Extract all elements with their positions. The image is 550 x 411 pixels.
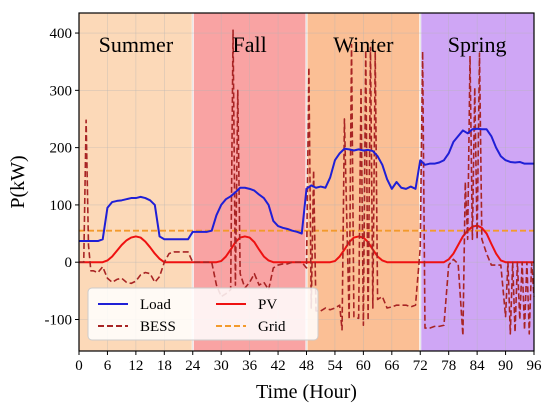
season-label-spring: Spring [448, 32, 507, 57]
x-tick-label: 90 [498, 358, 513, 374]
x-tick-label: 66 [384, 358, 400, 374]
x-tick-label: 12 [128, 358, 143, 374]
legend: Load PV BESS Grid [87, 287, 319, 341]
x-tick-label: 30 [214, 358, 229, 374]
season-labels: Summer Fall Winter Spring [99, 32, 507, 57]
x-tick-label: 24 [185, 358, 201, 374]
y-tick-label: 200 [50, 141, 73, 157]
x-tick-label: 0 [75, 358, 83, 374]
x-tick-label: 18 [157, 358, 172, 374]
y-tick-label: 400 [50, 26, 73, 42]
x-tick-label: 48 [299, 358, 314, 374]
x-axis-label: Time (Hour) [256, 381, 357, 403]
x-tick-label: 42 [271, 358, 286, 374]
x-tick-label: 60 [356, 358, 371, 374]
season-label-summer: Summer [99, 32, 174, 57]
legend-box [87, 287, 319, 341]
y-tick-label: 0 [65, 255, 73, 271]
season-label-fall: Fall [233, 32, 267, 57]
series-line-bess [79, 29, 535, 337]
y-tick-label: 100 [50, 198, 73, 214]
series-line-load [79, 127, 534, 243]
series-lines [79, 29, 535, 337]
x-tick-label: 84 [470, 358, 486, 374]
y-axis-label: P(kW) [7, 155, 29, 208]
x-tick-label: 36 [242, 358, 258, 374]
x-tick-label: 96 [527, 358, 543, 374]
x-tick-label: 72 [413, 358, 428, 374]
legend-label-bess: BESS [140, 319, 176, 335]
x-ticks: 0 6 12 18 24 30 36 42 48 54 60 66 72 78 84 90 96 [75, 351, 542, 374]
x-tick-label: 78 [441, 358, 456, 374]
x-tick-label: 54 [327, 358, 343, 374]
season-label-winter: Winter [333, 32, 394, 57]
legend-label-grid: Grid [258, 319, 286, 335]
x-tick-label: 6 [104, 358, 112, 374]
y-tick-label: -100 [45, 312, 73, 328]
legend-label-pv: PV [258, 297, 277, 313]
y-ticks: -100 0 100 200 300 400 [45, 26, 79, 328]
legend-label-load: Load [140, 297, 171, 313]
y-tick-label: 300 [50, 83, 73, 99]
